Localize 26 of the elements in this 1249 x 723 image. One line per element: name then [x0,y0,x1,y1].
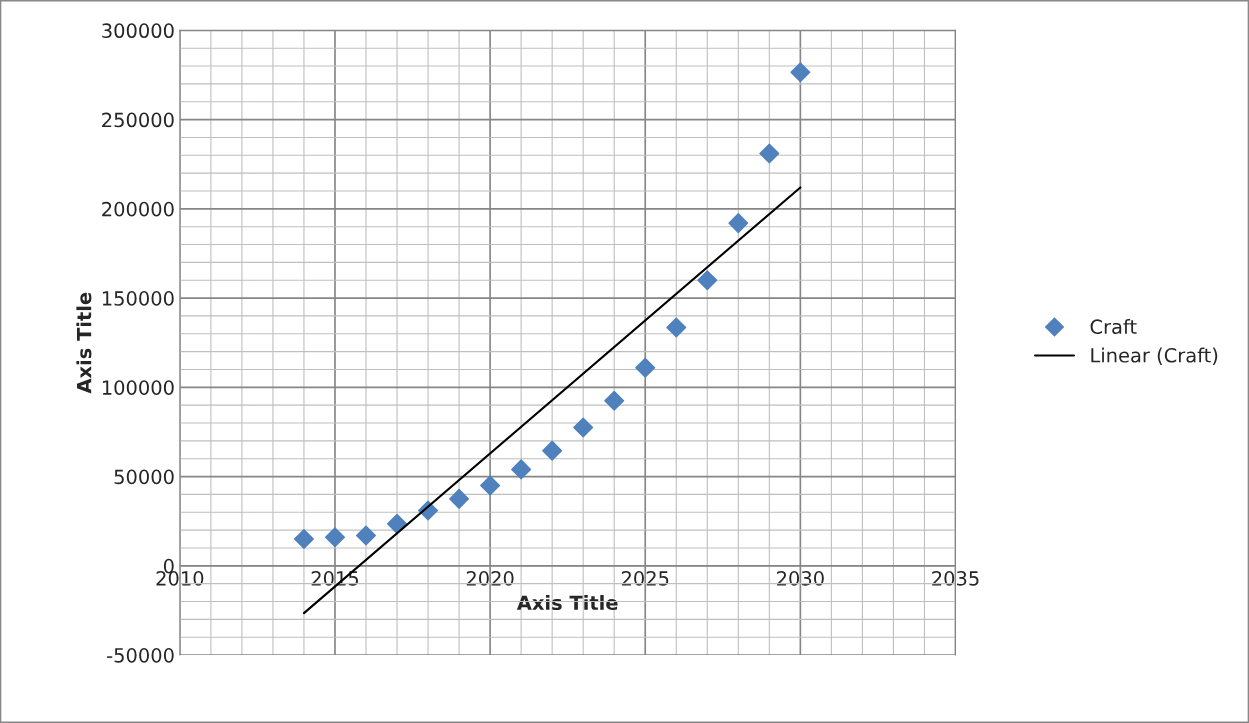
point [666,317,687,338]
y-tick-label: 250000 [102,112,174,128]
point [387,513,408,534]
y-tick-label: 200000 [102,201,174,217]
y-tick-label: 150000 [102,291,174,306]
y-axis-title: Axis Title [76,292,92,394]
point [324,527,345,548]
point [449,488,470,509]
y-tick-label: 100000 [102,380,174,395]
y-tick-label: 300000 [102,23,174,39]
point [480,475,501,496]
legend-label: Craft [1090,319,1137,335]
point [790,62,811,83]
point [511,459,532,480]
point [759,143,780,164]
point [573,417,594,438]
point [635,357,656,378]
point [542,440,563,461]
point [355,525,377,546]
point [604,390,625,411]
point [697,270,718,291]
y-tick-label: 50000 [114,469,174,485]
legend-label: Linear (Craft) [1091,347,1218,365]
point [293,529,314,550]
point [728,213,749,234]
y-tick-label: -50000 [107,647,174,663]
